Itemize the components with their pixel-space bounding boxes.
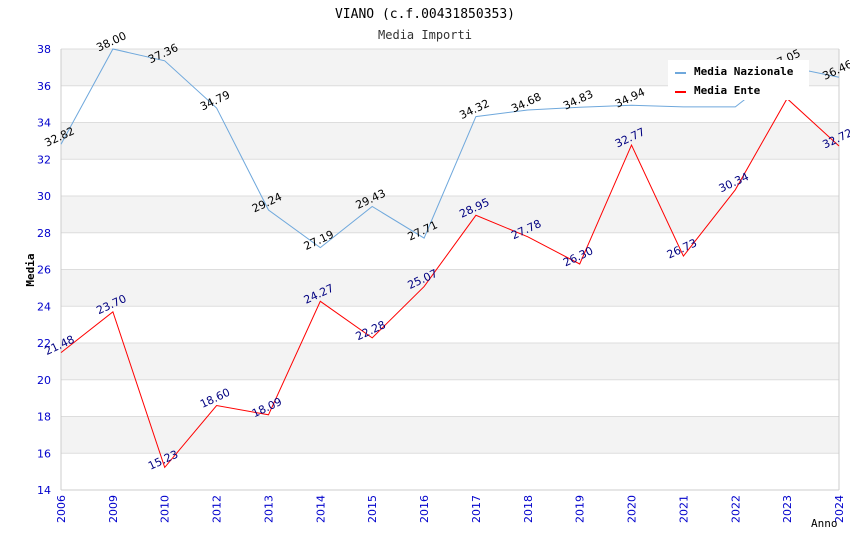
legend-label-media-nazionale: Media Nazionale bbox=[694, 65, 794, 78]
y-tick-label: 36 bbox=[37, 80, 51, 93]
x-tick-label: 2010 bbox=[159, 495, 172, 523]
legend-label-media-ente: Media Ente bbox=[694, 84, 761, 97]
series-line-media-ente bbox=[60, 97, 840, 469]
y-tick-label: 28 bbox=[37, 227, 51, 240]
chart-subtitle: Media Importi bbox=[378, 28, 472, 42]
y-tick-label: 26 bbox=[37, 264, 51, 277]
grid-band bbox=[61, 416, 839, 454]
x-tick-label: 2013 bbox=[262, 495, 275, 523]
y-tick-label: 24 bbox=[37, 300, 51, 313]
x-tick-label: 2017 bbox=[470, 495, 483, 523]
series-lines bbox=[60, 48, 840, 469]
y-axis-label: Media bbox=[24, 253, 37, 286]
x-tick-label: 2023 bbox=[781, 495, 794, 523]
y-tick-label: 20 bbox=[37, 374, 51, 387]
x-tick-label: 2009 bbox=[107, 495, 120, 523]
axes bbox=[60, 49, 840, 491]
x-tick-label: 2021 bbox=[677, 495, 690, 523]
y-tick-label: 38 bbox=[37, 43, 51, 56]
x-tick-label: 2022 bbox=[729, 495, 742, 523]
grid-band bbox=[61, 453, 839, 490]
grid-band bbox=[61, 269, 839, 307]
x-tick-label: 2012 bbox=[211, 495, 224, 523]
y-tick-labels: 14 16 18 20 22 24 26 28 30 32 34 36 38 bbox=[37, 43, 51, 497]
x-tick-label: 2014 bbox=[314, 495, 327, 523]
grid-band bbox=[61, 379, 839, 417]
x-tick-label: 2018 bbox=[522, 495, 535, 523]
y-tick-label: 32 bbox=[37, 153, 51, 166]
x-tick-label: 2016 bbox=[418, 495, 431, 523]
grid-band bbox=[61, 122, 839, 160]
x-tick-label: 2006 bbox=[55, 495, 68, 523]
y-tick-label: 18 bbox=[37, 411, 51, 424]
y-tick-label: 34 bbox=[37, 117, 51, 130]
legend: Media Nazionale Media Ente bbox=[668, 60, 809, 100]
x-axis-label: Anno bbox=[811, 517, 838, 530]
y-tick-label: 30 bbox=[37, 190, 51, 203]
chart-title: VIANO (c.f.00431850353) bbox=[335, 7, 515, 22]
y-tick-label: 14 bbox=[37, 484, 51, 497]
y-tick-label: 16 bbox=[37, 447, 51, 460]
x-tick-labels: 2006 2009 2010 2012 2013 2014 2015 2016 2017 2018… bbox=[55, 495, 846, 523]
grid-band bbox=[61, 343, 839, 380]
series-line-media-nazionale bbox=[60, 48, 840, 249]
grid-band bbox=[61, 196, 839, 233]
grid-bands bbox=[61, 49, 839, 490]
legend-box bbox=[668, 60, 809, 100]
grid-band bbox=[61, 306, 839, 343]
x-tick-label: 2019 bbox=[574, 495, 587, 523]
x-tick-label: 2020 bbox=[626, 495, 639, 523]
x-tick-label: 2015 bbox=[366, 495, 379, 523]
y-tick-label: 22 bbox=[37, 337, 51, 350]
x-tick-label: 2024 bbox=[833, 495, 846, 523]
